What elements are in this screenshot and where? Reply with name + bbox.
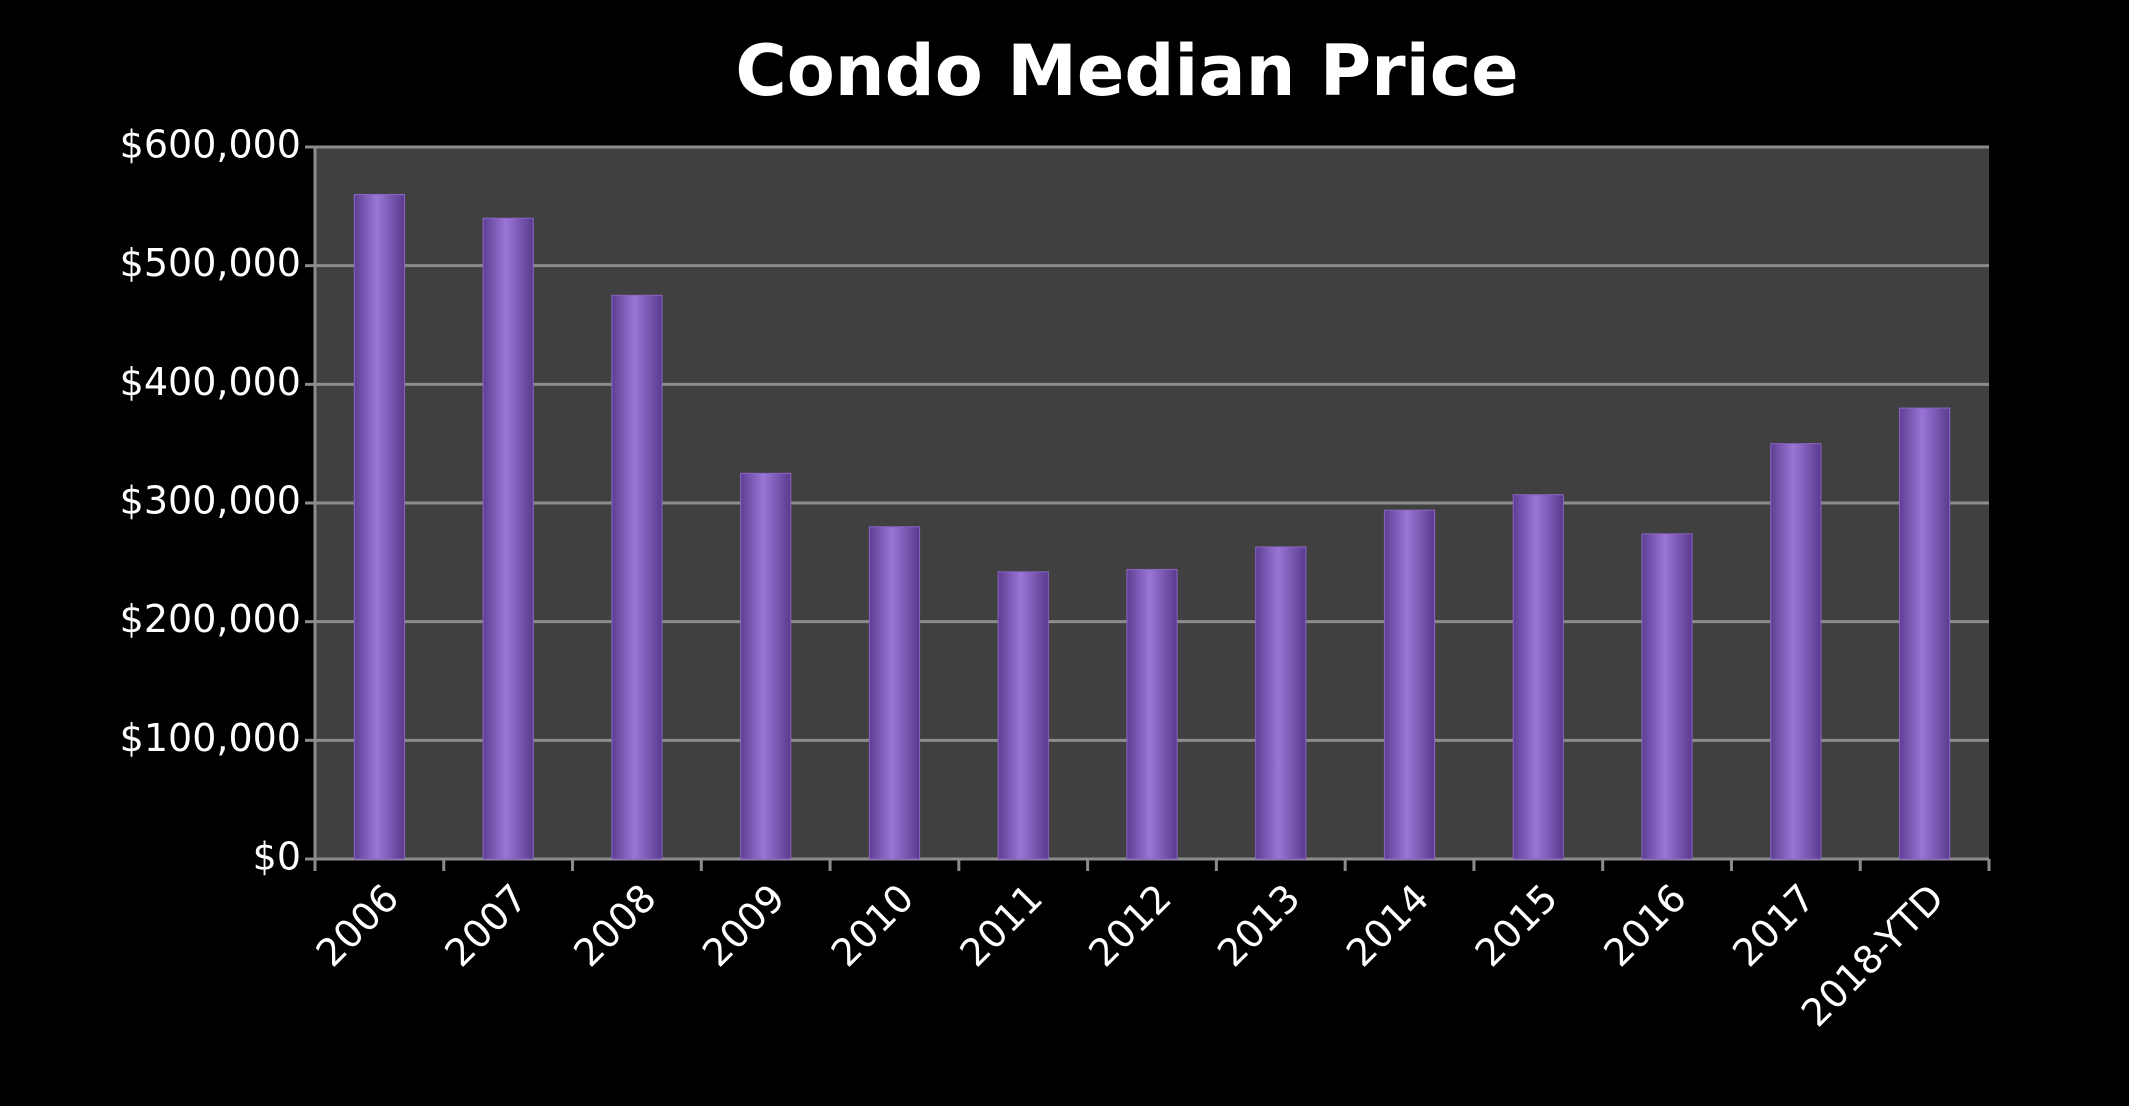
bar (1899, 407, 1951, 860)
bar (482, 217, 534, 860)
bar (1383, 509, 1436, 860)
bar (1770, 443, 1822, 860)
bar (1126, 568, 1178, 860)
bar (353, 193, 405, 860)
bar (740, 472, 792, 860)
y-tick-label: $100,000 (120, 716, 301, 760)
bar (1512, 494, 1564, 860)
bar (1641, 533, 1693, 860)
y-tick-label: $500,000 (120, 241, 301, 285)
bar (997, 571, 1049, 860)
y-tick-label: $0 (253, 835, 301, 879)
y-tick-label: $300,000 (120, 479, 301, 523)
chart-title: Condo Median Price (735, 30, 1518, 112)
y-tick-label: $200,000 (120, 597, 301, 641)
bar (868, 526, 921, 860)
bar (611, 294, 663, 860)
bar (1255, 546, 1307, 860)
y-tick-label: $600,000 (120, 123, 301, 167)
y-tick-label: $400,000 (120, 360, 301, 404)
